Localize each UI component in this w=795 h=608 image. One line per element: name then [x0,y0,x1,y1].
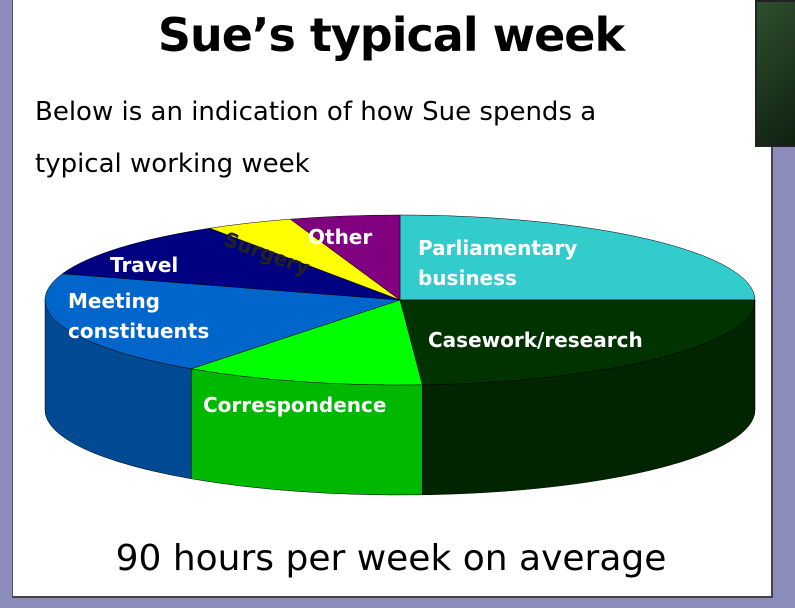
caption: 90 hours per week on average [12,538,770,579]
slice-label: Meeting constituents [68,286,268,346]
slice-label: Parliamentary business [418,233,658,293]
slice-label: Other [308,222,408,252]
slice-label: Correspondence [203,390,463,420]
slice-side [191,369,422,495]
slice-label: Casework/research [428,325,728,355]
slide: Sue’s typical week Below is an indicatio… [0,0,795,608]
slice-label: Travel [110,250,230,280]
